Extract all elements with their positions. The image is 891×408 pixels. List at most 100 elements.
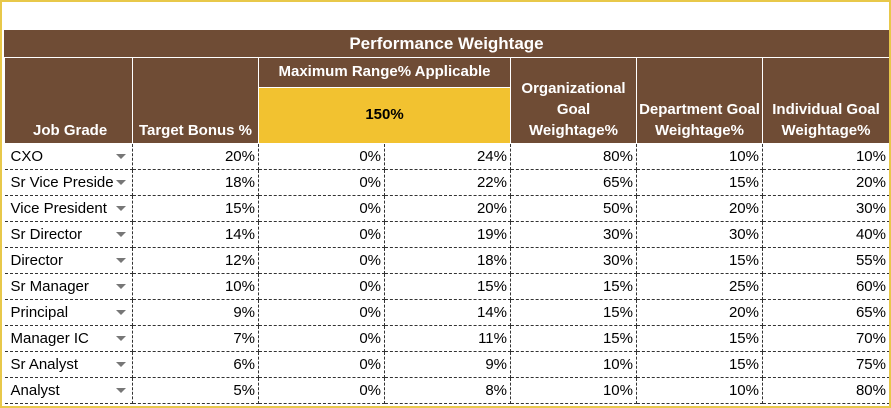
range-min-cell[interactable]: 0%: [258, 325, 385, 352]
org-goal-cell[interactable]: 10%: [510, 351, 637, 378]
indiv-goal-cell[interactable]: 60%: [762, 273, 889, 300]
indiv-goal-cell[interactable]: 30%: [762, 195, 889, 222]
chevron-down-icon[interactable]: [116, 310, 126, 315]
job-grade-dropdown[interactable]: Director: [4, 247, 133, 274]
range-min-cell[interactable]: 0%: [258, 221, 385, 248]
table-row: Vice President 15% 0% 20% 50% 20% 30%: [4, 195, 889, 222]
job-grade-dropdown[interactable]: Vice President: [4, 195, 133, 222]
max-range-value-cell[interactable]: 150%: [258, 87, 511, 144]
range-max-cell[interactable]: 22%: [384, 169, 511, 196]
range-max-cell[interactable]: 19%: [384, 221, 511, 248]
table-row: Principal 9% 0% 14% 15% 20% 65%: [4, 299, 889, 326]
job-grade-label: Sr Vice Preside: [10, 174, 114, 191]
table-row: CXO 20% 0% 24% 80% 10% 10%: [4, 143, 889, 170]
dept-goal-cell[interactable]: 20%: [636, 195, 763, 222]
header-max-range: Maximum Range% Applicable: [258, 57, 511, 88]
org-goal-cell[interactable]: 50%: [510, 195, 637, 222]
chevron-down-icon[interactable]: [116, 154, 126, 159]
indiv-goal-cell[interactable]: 40%: [762, 221, 889, 248]
job-grade-dropdown[interactable]: Manager IC: [4, 325, 133, 352]
dept-goal-cell[interactable]: 15%: [636, 247, 763, 274]
header-dept-goal: Department Goal Weightage%: [636, 57, 763, 144]
dept-goal-cell[interactable]: 25%: [636, 273, 763, 300]
job-grade-label: Director: [10, 252, 64, 269]
indiv-goal-cell[interactable]: 80%: [762, 377, 889, 404]
range-max-cell[interactable]: 15%: [384, 273, 511, 300]
job-grade-label: Sr Manager: [10, 278, 89, 295]
chevron-down-icon[interactable]: [116, 180, 126, 185]
org-goal-cell[interactable]: 65%: [510, 169, 637, 196]
indiv-goal-cell[interactable]: 65%: [762, 299, 889, 326]
header-org-goal: Organizational Goal Weightage%: [510, 57, 637, 144]
sheet-title: Performance Weightage: [4, 30, 889, 57]
job-grade-dropdown[interactable]: Sr Director: [4, 221, 133, 248]
range-min-cell[interactable]: 0%: [258, 195, 385, 222]
org-goal-cell[interactable]: 15%: [510, 299, 637, 326]
job-grade-label: CXO: [10, 148, 44, 165]
org-goal-cell[interactable]: 30%: [510, 247, 637, 274]
org-goal-cell[interactable]: 30%: [510, 221, 637, 248]
range-min-cell[interactable]: 0%: [258, 377, 385, 404]
chevron-down-icon[interactable]: [116, 284, 126, 289]
dept-goal-cell[interactable]: 30%: [636, 221, 763, 248]
chevron-down-icon[interactable]: [116, 336, 126, 341]
job-grade-dropdown[interactable]: Sr Analyst: [4, 351, 133, 378]
dept-goal-cell[interactable]: 20%: [636, 299, 763, 326]
dept-goal-cell[interactable]: 15%: [636, 169, 763, 196]
target-bonus-cell[interactable]: 9%: [132, 299, 259, 326]
target-bonus-cell[interactable]: 7%: [132, 325, 259, 352]
indiv-goal-cell[interactable]: 75%: [762, 351, 889, 378]
chevron-down-icon[interactable]: [116, 258, 126, 263]
org-goal-cell[interactable]: 15%: [510, 325, 637, 352]
dept-goal-cell[interactable]: 10%: [636, 143, 763, 170]
indiv-goal-cell[interactable]: 55%: [762, 247, 889, 274]
indiv-goal-cell[interactable]: 70%: [762, 325, 889, 352]
dept-goal-cell[interactable]: 15%: [636, 325, 763, 352]
range-min-cell[interactable]: 0%: [258, 273, 385, 300]
range-min-cell[interactable]: 0%: [258, 169, 385, 196]
range-min-cell[interactable]: 0%: [258, 299, 385, 326]
table-row: Analyst 5% 0% 8% 10% 10% 80%: [4, 377, 889, 404]
range-max-cell[interactable]: 24%: [384, 143, 511, 170]
header-indiv-goal: Individual Goal Weightage%: [762, 57, 889, 144]
indiv-goal-cell[interactable]: 20%: [762, 169, 889, 196]
chevron-down-icon[interactable]: [116, 206, 126, 211]
table-body: CXO 20% 0% 24% 80% 10% 10% Sr Vice Preside 18% 0%…: [4, 143, 889, 404]
dept-goal-cell[interactable]: 15%: [636, 351, 763, 378]
target-bonus-cell[interactable]: 14%: [132, 221, 259, 248]
job-grade-label: Analyst: [10, 382, 60, 399]
target-bonus-cell[interactable]: 20%: [132, 143, 259, 170]
job-grade-label: Sr Analyst: [10, 356, 79, 373]
job-grade-dropdown[interactable]: CXO: [4, 143, 133, 170]
indiv-goal-cell[interactable]: 10%: [762, 143, 889, 170]
table-row: Manager IC 7% 0% 11% 15% 15% 70%: [4, 325, 889, 352]
table-row: Sr Director 14% 0% 19% 30% 30% 40%: [4, 221, 889, 248]
range-max-cell[interactable]: 11%: [384, 325, 511, 352]
target-bonus-cell[interactable]: 12%: [132, 247, 259, 274]
job-grade-dropdown[interactable]: Sr Manager: [4, 273, 133, 300]
range-max-cell[interactable]: 14%: [384, 299, 511, 326]
org-goal-cell[interactable]: 15%: [510, 273, 637, 300]
chevron-down-icon[interactable]: [116, 362, 126, 367]
range-min-cell[interactable]: 0%: [258, 143, 385, 170]
range-max-cell[interactable]: 8%: [384, 377, 511, 404]
range-max-cell[interactable]: 9%: [384, 351, 511, 378]
range-max-cell[interactable]: 20%: [384, 195, 511, 222]
org-goal-cell[interactable]: 10%: [510, 377, 637, 404]
target-bonus-cell[interactable]: 5%: [132, 377, 259, 404]
chevron-down-icon[interactable]: [116, 232, 126, 237]
chevron-down-icon[interactable]: [116, 388, 126, 393]
target-bonus-cell[interactable]: 15%: [132, 195, 259, 222]
dept-goal-cell[interactable]: 10%: [636, 377, 763, 404]
job-grade-dropdown[interactable]: Sr Vice Preside: [4, 169, 133, 196]
target-bonus-cell[interactable]: 10%: [132, 273, 259, 300]
job-grade-dropdown[interactable]: Principal: [4, 299, 133, 326]
range-max-cell[interactable]: 18%: [384, 247, 511, 274]
range-min-cell[interactable]: 0%: [258, 351, 385, 378]
target-bonus-cell[interactable]: 6%: [132, 351, 259, 378]
org-goal-cell[interactable]: 80%: [510, 143, 637, 170]
job-grade-dropdown[interactable]: Analyst: [4, 377, 133, 404]
target-bonus-cell[interactable]: 18%: [132, 169, 259, 196]
range-min-cell[interactable]: 0%: [258, 247, 385, 274]
